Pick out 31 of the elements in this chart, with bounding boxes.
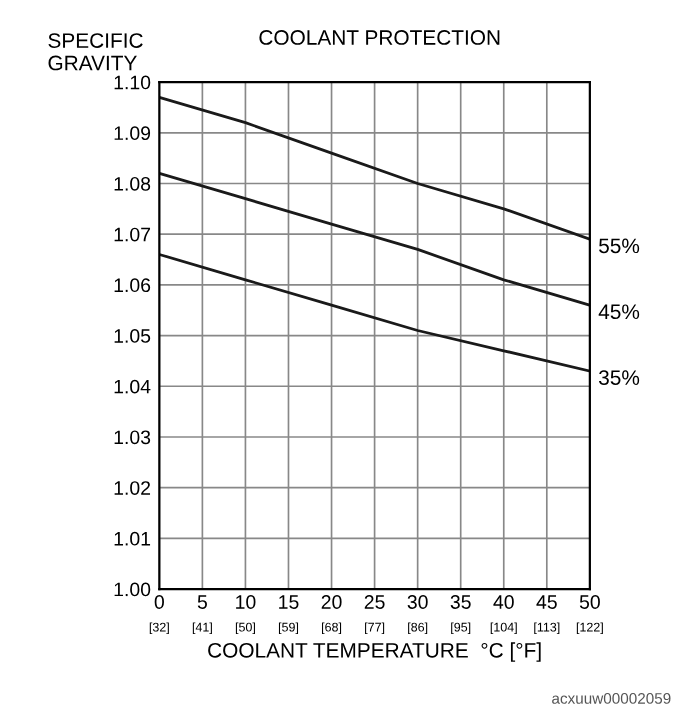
chart-title: COOLANT PROTECTION xyxy=(259,30,500,45)
x-tick-label: 5 xyxy=(197,595,207,609)
x-tick-label: 25 xyxy=(364,595,385,609)
y-tick-label: 1.07 xyxy=(114,227,151,242)
y-tick-label: 1.10 xyxy=(114,75,151,90)
x-tick-label: 40 xyxy=(493,595,514,609)
x-tick-label: 45 xyxy=(536,595,557,609)
x-tick-label: 30 xyxy=(407,595,428,609)
line-series xyxy=(159,95,590,241)
x-tick-label: 20 xyxy=(321,595,342,609)
series-label: 35% xyxy=(598,370,640,385)
y-tick-label: 1.01 xyxy=(114,531,151,546)
y-tick-label: 1.03 xyxy=(114,430,151,445)
y-tick-label: 1.09 xyxy=(114,126,151,141)
series-label: 45% xyxy=(598,304,640,320)
y-tick-label: 1.05 xyxy=(114,329,151,343)
y-tick-label: 1.02 xyxy=(114,481,151,495)
x-tick-label: 15 xyxy=(279,595,299,609)
y-tick-label: 1.04 xyxy=(114,379,151,394)
x-tick-label: 0 xyxy=(154,595,164,609)
line-series xyxy=(159,253,590,373)
series-label: 55% xyxy=(599,238,640,254)
y-axis-title: SPECIFIC GRAVITY xyxy=(48,33,143,71)
x-tick-label: 10 xyxy=(236,595,256,609)
x-tick-label: 50 xyxy=(579,595,600,609)
line-series xyxy=(159,171,590,307)
y-tick-label: 1.08 xyxy=(114,176,151,191)
y-tick-label: 1.00 xyxy=(114,582,151,597)
x-tick-label: 35 xyxy=(450,595,471,609)
y-tick-label: 1.06 xyxy=(114,278,151,293)
x-axis-title: COOLANT TEMPERATURE °C [°F] xyxy=(208,642,541,662)
